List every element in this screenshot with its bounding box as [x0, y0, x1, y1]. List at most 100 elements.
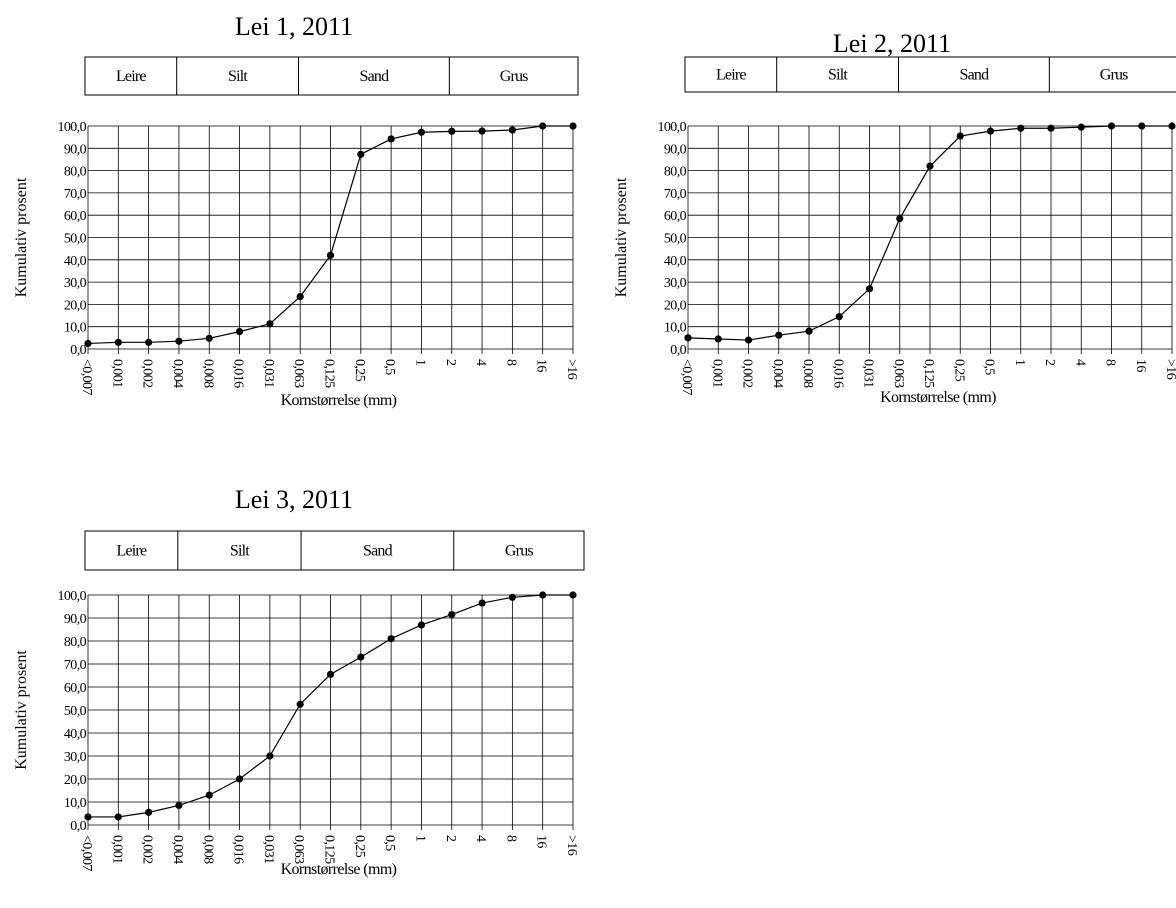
y-tick-label: 60,0: [664, 209, 687, 224]
data-point: [84, 813, 92, 821]
y-tick-label: 20,0: [664, 298, 687, 313]
x-tick-label: 1: [1012, 359, 1027, 366]
data-point: [986, 127, 995, 135]
x-tick-label: 0,004: [770, 359, 785, 388]
y-tick-label: 0,0: [70, 343, 86, 358]
y-tick-label: 10,0: [64, 321, 87, 336]
data-point: [357, 150, 365, 158]
y-tick-label: 40,0: [664, 254, 687, 269]
size-class-leire: Leire: [716, 67, 746, 84]
x-tick-label: 8: [1103, 359, 1118, 366]
y-tick-label: 80,0: [64, 165, 87, 180]
data-point: [896, 214, 904, 223]
x-tick-label: 0,016: [231, 835, 246, 864]
grain-size-chart-lei-3: Lei 3, 2011 Leire Silt Sand Grus 0,0 10,0 20,0 3…: [0, 463, 590, 908]
y-tick-label: 30,0: [64, 276, 87, 291]
data-point: [508, 593, 516, 601]
data-point: [417, 621, 426, 629]
y-tick-label: 70,0: [64, 187, 87, 202]
grid: [687, 125, 1173, 354]
size-class-leire: Leire: [116, 68, 146, 85]
x-tick-label: 0,002: [140, 359, 155, 388]
data-point: [205, 791, 213, 799]
data-point: [296, 700, 304, 708]
y-tick-label: 90,0: [64, 142, 87, 157]
data-point: [205, 334, 213, 342]
size-class-silt: Silt: [828, 67, 848, 84]
x-tick-label: 0,063: [291, 359, 306, 388]
data-point: [387, 135, 395, 143]
x-tick-label: 1: [412, 835, 427, 842]
x-tick-label: 0,001: [709, 359, 724, 388]
data-point: [114, 813, 122, 821]
data-point: [175, 801, 183, 810]
data-point: [84, 339, 92, 348]
x-axis-label: Kornstørrelse (mm): [880, 389, 996, 406]
data-point: [266, 320, 274, 328]
y-tick-label: 50,0: [64, 704, 87, 719]
data-point: [569, 591, 577, 599]
y-tick-label: 30,0: [664, 276, 687, 291]
x-tick-label: >16: [564, 359, 579, 380]
x-tick-label: 2: [1042, 359, 1057, 366]
data-point: [145, 338, 153, 346]
x-tick-label: 2: [443, 835, 458, 842]
size-class-sand: Sand: [959, 67, 989, 84]
grain-size-chart-lei-1: Lei 1, 2011 Leire Silt Sand Grus 0,0 10,0 20,0 3…: [0, 0, 590, 450]
data-point: [326, 670, 335, 678]
data-point: [714, 335, 722, 343]
y-tick-label: 0,0: [70, 819, 86, 834]
data-point: [684, 334, 692, 342]
y-tick-label: 70,0: [64, 658, 87, 673]
data-point: [1107, 122, 1116, 130]
y-axis-label: Kumulativ prosent: [13, 650, 30, 770]
y-tick-label: 80,0: [64, 635, 87, 650]
x-tick-label: 1: [412, 359, 427, 366]
x-tick-label: 0,016: [830, 359, 845, 388]
y-axis-label: Kumulativ prosent: [613, 177, 630, 297]
x-tick-label: 16: [1133, 359, 1148, 372]
data-point: [539, 122, 547, 130]
data-point: [956, 132, 964, 140]
x-tick-label: 0,016: [231, 359, 246, 388]
y-tick-label: 0,0: [670, 343, 686, 358]
x-tick-label: 8: [503, 359, 518, 366]
data-point: [835, 313, 843, 321]
y-tick-label: 50,0: [664, 232, 687, 247]
data-point: [296, 292, 304, 301]
x-tick-label: 0,125: [322, 359, 337, 388]
x-tick-label: 0,5: [382, 359, 397, 375]
data-point: [478, 599, 486, 607]
chart-title: Lei 3, 2011: [235, 485, 353, 514]
data-point: [775, 331, 783, 339]
x-tick-label: 0,25: [352, 359, 367, 382]
size-class-silt: Silt: [228, 68, 248, 85]
x-tick-label: 16: [534, 359, 549, 372]
x-tick-label: 0,001: [109, 359, 124, 388]
data-point: [926, 162, 934, 170]
x-tick-label: 4: [473, 359, 488, 366]
y-tick-label: 70,0: [664, 187, 687, 202]
series: [684, 122, 1176, 344]
y-tick-label: 50,0: [64, 232, 87, 247]
series: [84, 122, 577, 348]
data-point: [326, 251, 335, 259]
data-point: [1168, 122, 1176, 130]
data-point: [569, 122, 577, 130]
data-point: [175, 337, 183, 345]
data-point: [357, 653, 365, 661]
x-tick-label: 0,004: [170, 359, 185, 388]
data-point: [508, 126, 516, 134]
size-class-band-frame: [684, 56, 1176, 93]
y-tick-label: 80,0: [664, 165, 687, 180]
y-tick-label: 40,0: [64, 727, 87, 742]
data-point: [1017, 124, 1025, 132]
x-tick-label: <0,007: [79, 835, 94, 871]
grid: [87, 125, 574, 354]
x-tick-label: 0,031: [261, 835, 276, 864]
x-tick-label: 0,25: [951, 359, 966, 382]
x-tick-label: 0,002: [140, 835, 155, 864]
data-point: [145, 808, 153, 816]
